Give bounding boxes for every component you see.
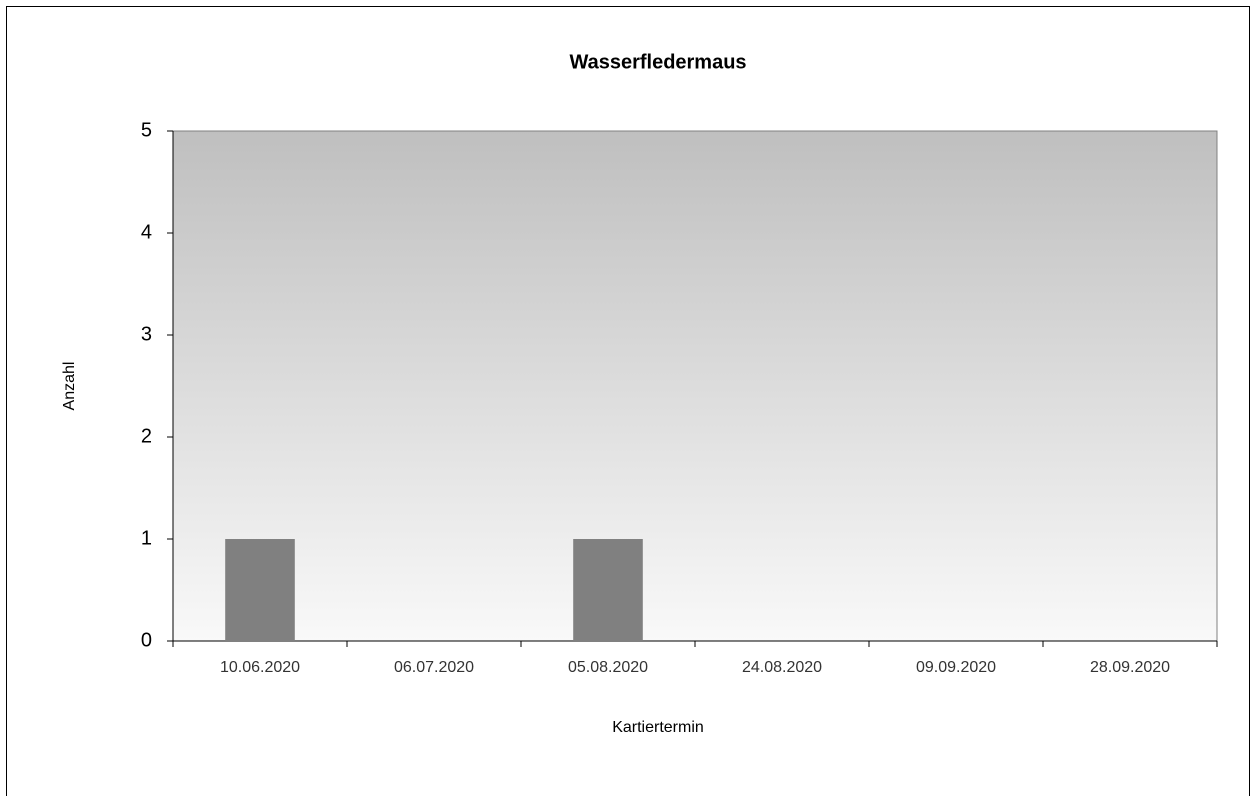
y-tick-label: 5	[141, 119, 152, 141]
chart-title: Wasserfledermaus	[569, 51, 746, 73]
bar	[225, 539, 295, 641]
y-tick-label: 2	[141, 425, 152, 447]
plot-area	[172, 130, 1218, 642]
y-tick-label: 0	[141, 629, 152, 651]
x-tick-label: 28.09.2020	[1090, 659, 1170, 676]
y-tick-label: 4	[141, 221, 152, 243]
y-tick-label: 3	[141, 323, 152, 345]
x-tick-label: 10.06.2020	[220, 659, 300, 676]
bar	[573, 539, 643, 641]
x-tick-label: 09.09.2020	[916, 659, 996, 676]
y-axis-label: Anzahl	[61, 362, 78, 411]
x-axis-label: Kartiertermin	[612, 719, 704, 736]
y-tick-label: 1	[141, 527, 152, 549]
x-tick-label: 06.07.2020	[394, 659, 474, 676]
x-tick-label: 24.08.2020	[742, 659, 822, 676]
x-tick-label: 05.08.2020	[568, 659, 648, 676]
